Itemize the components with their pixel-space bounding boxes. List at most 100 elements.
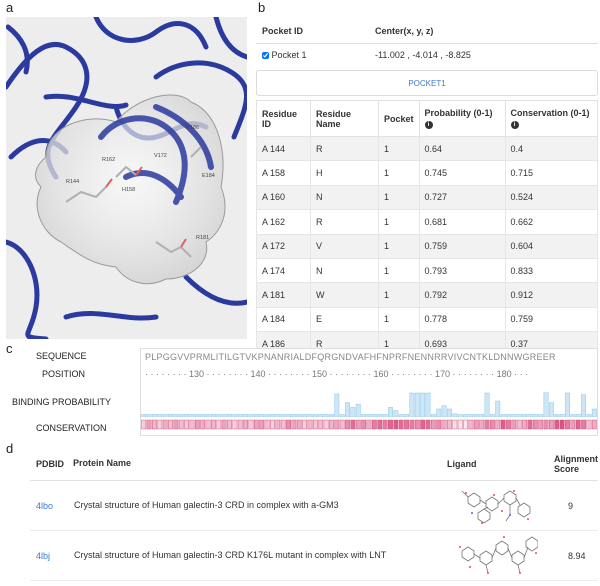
binding-bar[interactable]: [570, 414, 576, 417]
binding-bar[interactable]: [398, 414, 404, 417]
conservation-cell[interactable]: [484, 419, 490, 430]
binding-bar[interactable]: [452, 413, 458, 417]
conservation-cell[interactable]: [323, 419, 329, 430]
binding-bar[interactable]: [178, 414, 184, 417]
conservation-cell[interactable]: [355, 419, 361, 430]
binding-bar[interactable]: [237, 414, 243, 417]
residue-row[interactable]: A 144 R 1 0.64 0.4: [256, 135, 599, 162]
conservation-cell[interactable]: [409, 419, 415, 430]
binding-bar[interactable]: [559, 414, 565, 417]
conservation-cell[interactable]: [554, 419, 560, 430]
pdbid-link[interactable]: 4lbo: [36, 500, 54, 511]
conservation-cell[interactable]: [345, 419, 350, 430]
conservation-cell[interactable]: [307, 419, 313, 430]
binding-bar[interactable]: [232, 414, 238, 417]
pdbid-link[interactable]: 4lbj: [36, 550, 51, 561]
binding-bar[interactable]: [221, 414, 227, 417]
conservation-cell[interactable]: [178, 419, 184, 430]
binding-bar[interactable]: [447, 408, 452, 417]
conservation-cell[interactable]: [253, 419, 259, 430]
conservation-cell[interactable]: [227, 419, 232, 430]
sequence-viewer[interactable]: PLPGGVVPRMLITILGTVKPNANRIALDFQRGNDVAFHFN…: [140, 348, 598, 436]
residue-row[interactable]: A 181 W 1 0.792 0.912: [256, 282, 599, 308]
residue-row[interactable]: A 160 N 1 0.727 0.524: [256, 184, 599, 211]
info-icon[interactable]: i: [424, 120, 433, 129]
binding-bar[interactable]: [409, 392, 415, 417]
conservation-cell[interactable]: [570, 419, 576, 430]
conservation-cell[interactable]: [543, 419, 549, 430]
binding-bar[interactable]: [318, 414, 324, 417]
conservation-cell[interactable]: [168, 419, 173, 430]
binding-bar[interactable]: [441, 405, 447, 417]
binding-bar[interactable]: [345, 402, 350, 417]
residue-row[interactable]: A 172 V 1 0.759 0.604: [256, 233, 599, 259]
binding-bar[interactable]: [291, 414, 297, 417]
binding-bar[interactable]: [511, 414, 517, 417]
binding-bar[interactable]: [323, 414, 329, 417]
binding-bar[interactable]: [393, 410, 399, 417]
conservation-cell[interactable]: [463, 419, 468, 430]
residue-row[interactable]: A 158 H 1 0.745 0.715: [256, 160, 599, 186]
conservation-cell[interactable]: [522, 419, 527, 430]
binding-bar[interactable]: [210, 414, 216, 417]
conservation-cell[interactable]: [393, 419, 399, 430]
conservation-cell[interactable]: [318, 419, 324, 430]
binding-bar[interactable]: [227, 414, 232, 417]
conservation-cell[interactable]: [366, 419, 372, 430]
conservation-cell[interactable]: [591, 419, 597, 430]
conservation-cell[interactable]: [500, 419, 506, 430]
binding-bar[interactable]: [248, 414, 254, 417]
conservation-cell[interactable]: [532, 419, 538, 430]
conservation-cell[interactable]: [377, 419, 383, 430]
binding-bar[interactable]: [495, 400, 501, 417]
binding-bar[interactable]: [312, 414, 318, 417]
conservation-cell[interactable]: [270, 419, 275, 430]
binding-bar[interactable]: [275, 414, 281, 417]
conservation-cell[interactable]: [549, 419, 554, 430]
binding-bar[interactable]: [270, 414, 275, 417]
binding-bar[interactable]: [565, 392, 570, 417]
binding-bar[interactable]: [548, 402, 554, 417]
binding-bar[interactable]: [527, 414, 533, 417]
binding-bar[interactable]: [184, 414, 190, 417]
conservation-cell[interactable]: [479, 419, 485, 430]
binding-bar[interactable]: [522, 414, 528, 417]
binding-bar[interactable]: [286, 414, 291, 417]
conservation-cell[interactable]: [216, 419, 222, 430]
binding-bar[interactable]: [543, 392, 549, 417]
conservation-cell[interactable]: [146, 419, 152, 430]
binding-bar[interactable]: [253, 414, 259, 417]
binding-bar[interactable]: [307, 414, 313, 417]
binding-bar[interactable]: [194, 414, 200, 417]
conservation-cell[interactable]: [430, 419, 436, 430]
conservation-cell[interactable]: [184, 419, 189, 430]
binding-bar[interactable]: [173, 414, 179, 417]
conservation-cell[interactable]: [559, 419, 565, 430]
conservation-cell[interactable]: [575, 419, 581, 430]
binding-bar[interactable]: [216, 414, 222, 417]
pocket-checkbox[interactable]: [262, 52, 269, 60]
conservation-cell[interactable]: [414, 419, 420, 430]
binding-bar[interactable]: [489, 414, 495, 417]
conservation-cell[interactable]: [248, 419, 254, 430]
conservation-cell[interactable]: [538, 419, 544, 430]
binding-bar[interactable]: [581, 394, 587, 417]
binding-bar[interactable]: [350, 407, 356, 417]
binding-bar[interactable]: [425, 392, 431, 417]
conservation-cell[interactable]: [468, 419, 474, 430]
conservation-cell[interactable]: [232, 419, 238, 430]
binding-bar[interactable]: [361, 414, 367, 417]
conservation-cell[interactable]: [275, 419, 281, 430]
conservation-cell[interactable]: [205, 419, 211, 430]
conservation-cell[interactable]: [237, 419, 243, 430]
binding-bar[interactable]: [554, 414, 560, 417]
binding-bar[interactable]: [366, 414, 372, 417]
binding-bar[interactable]: [329, 414, 334, 417]
conservation-cell[interactable]: [565, 419, 570, 430]
residue-row[interactable]: A 184 E 1 0.778 0.759: [256, 306, 599, 333]
binding-bar[interactable]: [479, 414, 485, 417]
conservation-cell[interactable]: [264, 419, 270, 430]
conservation-cell[interactable]: [361, 419, 367, 430]
binding-bar[interactable]: [280, 414, 286, 417]
binding-bar[interactable]: [382, 414, 388, 417]
